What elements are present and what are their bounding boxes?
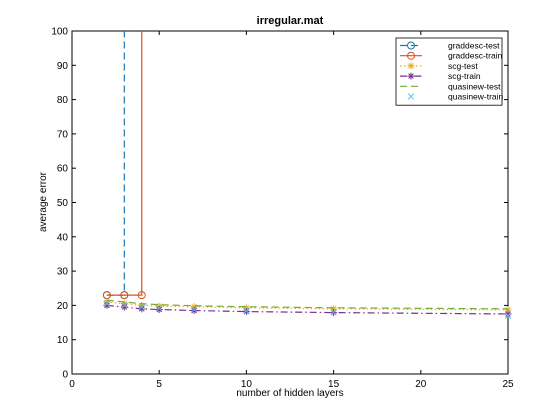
data-point xyxy=(138,303,145,311)
legend-marker xyxy=(407,51,415,60)
legend-label: graddesc-train xyxy=(448,51,503,61)
data-point xyxy=(103,301,111,309)
y-tick-label: 100 xyxy=(51,27,68,38)
data-point xyxy=(138,305,146,313)
data-point xyxy=(156,304,163,312)
axes-ticks: 0 5 10 15 20 25 0 10 20 30 40 50 60 70 80 90 100 xyxy=(51,27,514,391)
y-tick-label: 10 xyxy=(57,335,69,346)
data-point xyxy=(190,307,198,315)
series-graddesc-train xyxy=(102,31,146,300)
legend-label: scg-train xyxy=(448,71,481,81)
data-point xyxy=(190,303,198,311)
y-tick-label: 30 xyxy=(57,267,69,278)
y-tick-label: 20 xyxy=(57,301,69,312)
legend-marker xyxy=(407,93,415,100)
data-point xyxy=(121,302,128,309)
data-point xyxy=(155,306,163,314)
legend-label: quasinew-test xyxy=(448,81,501,91)
x-tick-label: 15 xyxy=(328,379,340,390)
legend: graddesc-testgraddesc-trainscg-testscg-t… xyxy=(395,37,504,106)
legend-label: graddesc-test xyxy=(448,41,500,51)
x-tick-label: 20 xyxy=(415,379,427,390)
legend-label: scg-test xyxy=(448,61,478,71)
series-layer xyxy=(102,31,512,319)
data-point xyxy=(190,306,198,313)
data-point xyxy=(504,312,512,319)
series-line xyxy=(106,299,509,310)
legend-marker xyxy=(407,72,415,80)
data-point xyxy=(243,307,250,315)
x-axis-label: number of hidden layers xyxy=(236,388,343,399)
x-tick-label: 0 xyxy=(69,379,75,390)
y-tick-label: 40 xyxy=(57,232,69,243)
chart-title: irregular.mat xyxy=(257,15,324,27)
data-point xyxy=(242,304,250,312)
y-tick-label: 50 xyxy=(57,198,69,209)
series-line xyxy=(106,31,143,296)
legend-label: quasinew-train xyxy=(448,92,504,102)
legend-entry: graddesc-test xyxy=(400,41,500,51)
legend-entry: graddesc-train xyxy=(400,51,503,61)
data-point xyxy=(504,306,512,314)
series-quasinew-train xyxy=(103,300,512,319)
y-tick-label: 60 xyxy=(57,164,69,175)
series-quasinew-test xyxy=(106,299,509,310)
legend-entry: quasinew-test xyxy=(400,81,501,91)
y-tick-label: 80 xyxy=(57,95,69,106)
x-tick-label: 25 xyxy=(502,379,514,390)
data-point xyxy=(137,291,146,300)
legend-entry: scg-train xyxy=(400,71,481,81)
data-point xyxy=(120,291,129,300)
legend-marker xyxy=(407,41,415,50)
y-axis-label: average error xyxy=(38,171,49,232)
data-point xyxy=(330,309,337,316)
y-tick-label: 0 xyxy=(62,370,68,381)
data-point xyxy=(504,310,512,318)
y-tick-label: 70 xyxy=(57,129,69,140)
data-point xyxy=(120,303,128,311)
legend-marker xyxy=(407,62,415,70)
x-tick-label: 5 xyxy=(156,379,162,390)
legend-entry: scg-test xyxy=(400,61,478,71)
y-tick-label: 90 xyxy=(57,61,69,72)
legend-entry: quasinew-train xyxy=(407,92,504,102)
x-tick-label: 10 xyxy=(241,379,253,390)
data-point xyxy=(103,300,111,307)
data-point xyxy=(330,305,338,313)
